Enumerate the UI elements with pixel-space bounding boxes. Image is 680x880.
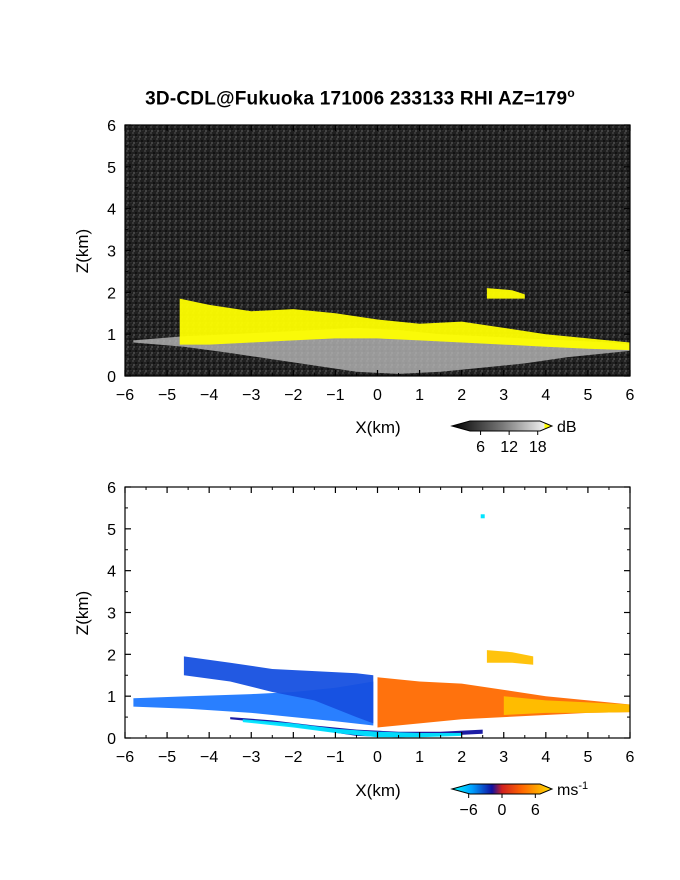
x-tick-label: 1: [415, 749, 424, 766]
x-tick-label: −1: [326, 387, 344, 404]
x-tick-label: 0: [373, 749, 382, 766]
reflectivity-echo-layer: [486, 288, 525, 299]
velocity-colorbar: −6 0 6 ms-1: [450, 780, 588, 819]
colorbar-tick-label: 0: [498, 802, 507, 819]
y-tick-label: 6: [107, 118, 116, 135]
velocity-panel: −6 −5 −4 −3 −2 −1 0 1 2 3 4 5 6 0 1 2 3 4 5 6 X(km) Z(km) −…: [73, 480, 635, 819]
x-tick-label: −6: [116, 387, 134, 404]
y-tick-label: 4: [107, 202, 116, 219]
x-tick-label: 5: [583, 749, 592, 766]
x-tick-label: 3: [499, 387, 508, 404]
velocity-echo-point: [480, 514, 485, 519]
y-tick-label: 2: [107, 285, 116, 302]
x-tick-label: 4: [541, 387, 550, 404]
x-tick-label: −5: [158, 387, 176, 404]
reflectivity-y-axis-label: Z(km): [73, 229, 92, 273]
x-tick-label: 2: [457, 387, 466, 404]
velocity-echo-layer: [503, 696, 630, 715]
colorbar-tick-label: 18: [529, 439, 547, 456]
reflectivity-colorbar: 6 12 18 dB: [450, 419, 577, 456]
y-tick-label: 1: [107, 689, 116, 706]
colorbar-tick-label: 6: [476, 439, 485, 456]
x-tick-label: −3: [242, 749, 260, 766]
x-tick-label: 6: [626, 387, 635, 404]
x-tick-label: −4: [200, 387, 218, 404]
y-tick-label: 3: [107, 606, 116, 623]
x-tick-label: −1: [326, 749, 344, 766]
x-tick-label: 1: [415, 387, 424, 404]
x-tick-label: 0: [373, 387, 382, 404]
velocity-echo-layer: [486, 650, 534, 665]
x-tick-label: 3: [499, 749, 508, 766]
page-title-degree: o: [567, 86, 575, 100]
reflectivity-colorbar-unit: dB: [557, 419, 577, 436]
x-tick-label: −6: [116, 749, 134, 766]
velocity-colorbar-unit-base: ms: [557, 782, 578, 799]
y-tick-label: 3: [107, 244, 116, 261]
velocity-echo-layer: [242, 719, 462, 738]
x-tick-label: 6: [626, 749, 635, 766]
x-tick-label: 4: [541, 749, 550, 766]
y-tick-label: 5: [107, 522, 116, 539]
velocity-x-axis-label: X(km): [355, 781, 400, 800]
x-tick-label: −2: [284, 387, 302, 404]
y-tick-label: 0: [107, 369, 116, 386]
y-tick-label: 1: [107, 327, 116, 344]
x-tick-label: 2: [457, 749, 466, 766]
x-tick-label: −5: [158, 749, 176, 766]
colorbar-tick-label: 6: [531, 802, 540, 819]
reflectivity-echo-layer: [179, 298, 630, 351]
y-tick-label: 6: [107, 480, 116, 497]
velocity-colorbar-unit: ms-1: [557, 780, 588, 799]
colorbar-tick-label: −6: [460, 802, 478, 819]
velocity-colorbar-unit-exponent: -1: [578, 780, 588, 792]
reflectivity-x-axis-label: X(km): [355, 418, 400, 437]
y-tick-label: 5: [107, 160, 116, 177]
y-tick-label: 0: [107, 731, 116, 748]
page-title: 3D-CDL@Fukuoka 171006 233133 RHI AZ=179o: [0, 86, 680, 110]
velocity-echo-layer: [183, 656, 374, 724]
colorbar-tick-label: 12: [500, 439, 518, 456]
page-title-text: 3D-CDL@Fukuoka 171006 233133 RHI AZ=179: [145, 88, 568, 110]
y-tick-label: 4: [107, 564, 116, 581]
velocity-echo-layer: [377, 677, 630, 728]
velocity-y-axis-label: Z(km): [73, 591, 92, 635]
x-tick-label: −2: [284, 749, 302, 766]
x-tick-label: 5: [583, 387, 592, 404]
x-tick-label: −4: [200, 749, 218, 766]
y-tick-label: 2: [107, 647, 116, 664]
x-tick-label: −3: [242, 387, 260, 404]
